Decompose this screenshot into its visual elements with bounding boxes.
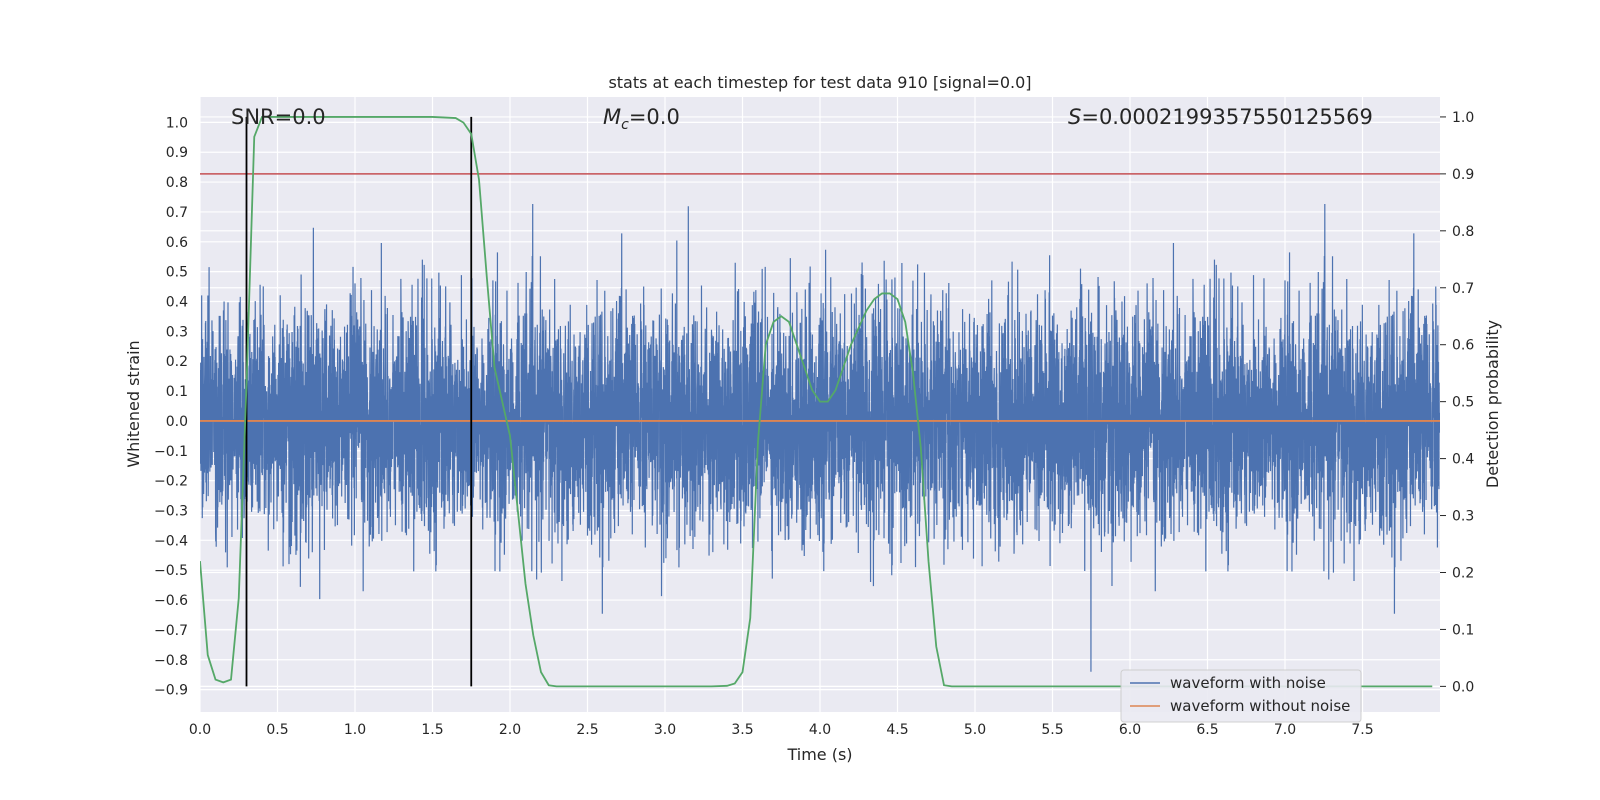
x-tick-label: 2.5 (576, 722, 598, 738)
left-y-tick-label: 1.0 (166, 115, 188, 131)
x-tick-label: 3.0 (654, 722, 676, 738)
left-y-tick-label: −0.3 (154, 503, 188, 519)
x-axis-label: Time (s) (786, 745, 852, 764)
chirp-mass-subscript: c (621, 117, 629, 133)
x-axis-ticks: 0.0 0.5 1.0 1.5 2.0 2.5 3.0 3.5 4.0 4.5 5.0 5.5 6.0 6… (189, 722, 1374, 738)
x-tick-label: 5.0 (964, 722, 986, 738)
right-y-tick-label: 0.1 (1452, 622, 1474, 638)
x-tick-label: 5.5 (1041, 722, 1063, 738)
x-tick-label: 1.0 (344, 722, 366, 738)
x-tick-label: 7.5 (1351, 722, 1373, 738)
left-y-tick-label: 0.9 (166, 145, 188, 161)
chirp-mass-symbol: M (603, 105, 621, 129)
legend: waveform with noise waveform without noi… (1120, 669, 1362, 723)
left-y-tick-label: 0.4 (166, 295, 188, 311)
snr-annotation: SNR=0.0 (231, 105, 326, 129)
left-y-tick-label: −0.5 (154, 563, 188, 579)
left-y-tick-label: 0.6 (166, 235, 188, 251)
left-y-tick-label: −0.8 (154, 653, 188, 669)
s-value: =0.0002199357550125569 (1081, 105, 1373, 129)
y-axis-label-left: Whitened strain (124, 340, 143, 467)
right-y-tick-label: 0.5 (1452, 395, 1474, 411)
detection-probability-line (200, 116, 1433, 688)
chirp-mass-value: =0.0 (629, 105, 680, 129)
left-y-tick-label: 0.2 (166, 354, 188, 370)
left-y-tick-label: −0.1 (154, 444, 188, 460)
right-y-tick-label: 1.0 (1452, 110, 1474, 126)
right-y-tick-label: 0.0 (1452, 679, 1474, 695)
left-y-tick-label: 0.5 (166, 265, 188, 281)
right-y-tick-label: 0.4 (1452, 452, 1474, 468)
right-y-axis-ticks: 0.0 0.1 0.2 0.3 0.4 0.5 0.6 0.7 0.8 0.9 1.0 (1440, 110, 1474, 695)
legend-label-clean: waveform without noise (1170, 697, 1350, 715)
right-y-tick-label: 0.6 (1452, 338, 1474, 354)
x-tick-label: 6.5 (1196, 722, 1218, 738)
left-y-tick-label: −0.7 (154, 623, 188, 639)
x-tick-label: 4.5 (886, 722, 908, 738)
left-y-tick-label: −0.6 (154, 593, 188, 609)
left-y-tick-label: 0.0 (166, 414, 188, 430)
left-y-tick-label: 0.7 (166, 205, 188, 221)
right-y-tick-label: 0.8 (1452, 224, 1474, 240)
left-y-tick-label: 0.3 (166, 324, 188, 340)
left-y-tick-label: −0.2 (154, 474, 188, 490)
right-y-tick-label: 0.9 (1452, 167, 1474, 183)
y-axis-label-right: Detection probability (1483, 320, 1502, 488)
right-y-tick-label: 0.7 (1452, 281, 1474, 297)
waveform-with-noise-line (200, 203, 1440, 672)
x-tick-label: 0.5 (266, 722, 288, 738)
x-tick-label: 7.0 (1274, 722, 1296, 738)
left-y-tick-label: −0.4 (154, 533, 188, 549)
right-y-tick-label: 0.2 (1452, 565, 1474, 581)
chirp-mass-annotation: Mc=0.0 (603, 105, 680, 133)
legend-box (1120, 669, 1362, 723)
right-y-tick-label: 0.3 (1452, 509, 1474, 525)
s-symbol: S (1068, 105, 1081, 129)
x-tick-label: 1.5 (421, 722, 443, 738)
left-y-tick-label: −0.9 (154, 683, 188, 699)
left-y-axis-ticks: −0.9 −0.8 −0.7 −0.6 −0.5 −0.4 −0.3 −0.2 −0.1 0.0 0… (154, 115, 188, 698)
x-tick-label: 2.0 (499, 722, 521, 738)
left-y-tick-label: 0.1 (166, 384, 188, 400)
chart-title: stats at each timestep for test data 910… (608, 73, 1031, 92)
x-tick-label: 3.5 (731, 722, 753, 738)
left-y-tick-label: 0.8 (166, 175, 188, 191)
legend-label-noise: waveform with noise (1170, 674, 1326, 692)
s-annotation: S=0.0002199357550125569 (1068, 105, 1373, 129)
series-layer (200, 116, 1440, 688)
x-tick-label: 4.0 (809, 722, 831, 738)
x-tick-label: 0.0 (189, 722, 211, 738)
x-tick-label: 6.0 (1119, 722, 1141, 738)
